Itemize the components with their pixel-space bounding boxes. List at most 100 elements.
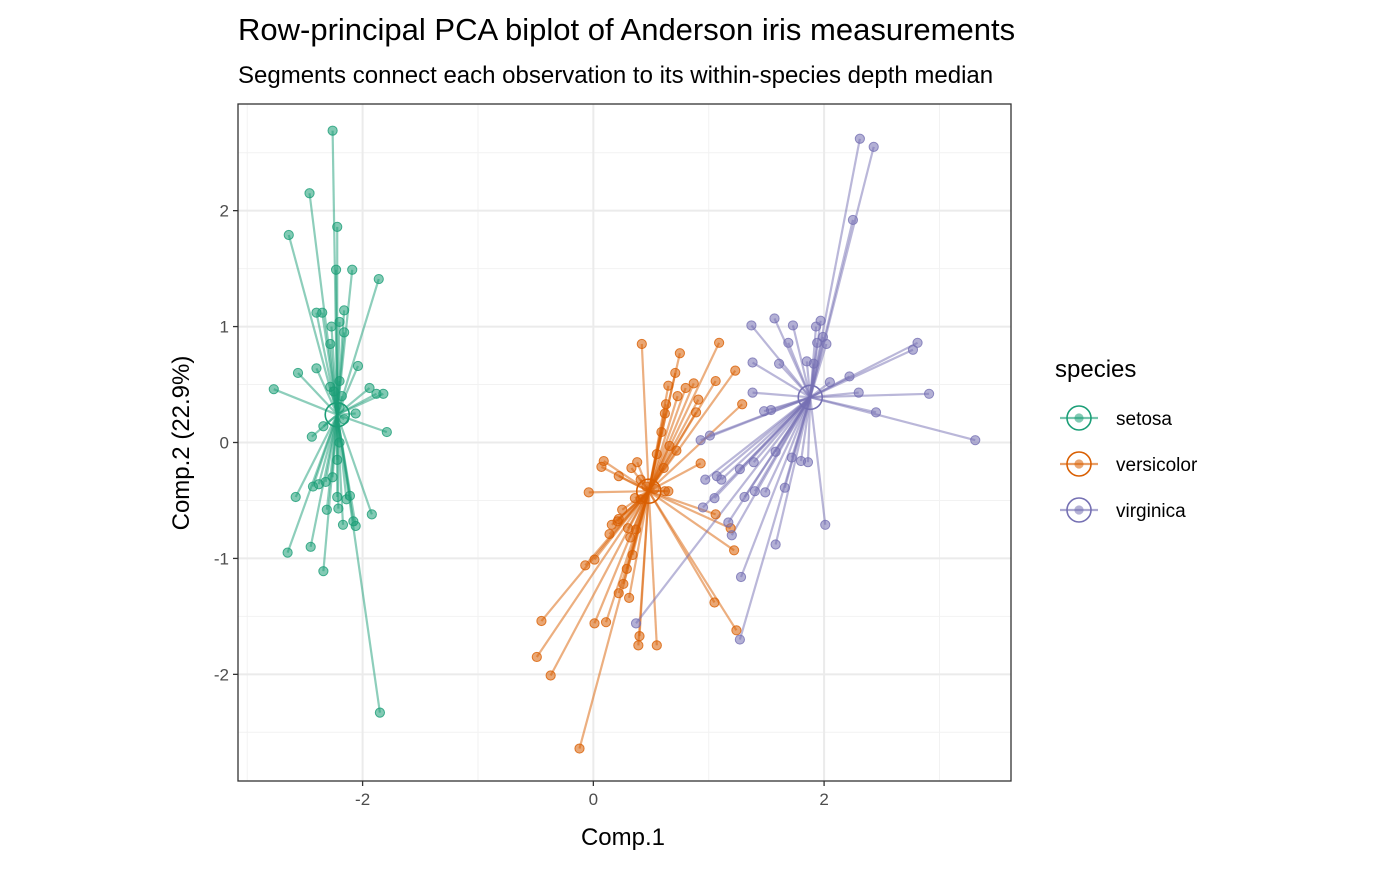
virginica-segment bbox=[727, 396, 812, 524]
versicolor-point bbox=[710, 375, 721, 387]
setosa-point bbox=[283, 229, 294, 241]
setosa-point bbox=[334, 316, 345, 328]
y-tick-label: 0 bbox=[220, 434, 229, 453]
axis-ticks: -2 0 2 -2 -1 0 1 2 bbox=[214, 202, 829, 809]
setosa-point bbox=[364, 382, 375, 394]
virginica-point bbox=[907, 344, 919, 355]
virginica-point bbox=[734, 464, 745, 475]
legend-key-point bbox=[1074, 413, 1084, 423]
versicolor-segment bbox=[628, 490, 650, 599]
legend-item-setosa: setosa bbox=[1060, 405, 1172, 431]
virginica-point bbox=[630, 618, 642, 629]
virginica-point bbox=[695, 435, 706, 446]
versicolor-point bbox=[709, 597, 720, 608]
versicolor-segment bbox=[647, 491, 658, 646]
virginica-point bbox=[779, 482, 790, 493]
legend-key-point bbox=[1074, 459, 1084, 469]
versicolor-point bbox=[671, 445, 682, 456]
setosa-segment bbox=[297, 372, 339, 416]
setosa-point bbox=[292, 367, 304, 379]
virginica-point bbox=[769, 313, 780, 324]
setosa-point bbox=[352, 360, 364, 372]
y-tick-label: -1 bbox=[214, 549, 229, 568]
versicolor-segment bbox=[604, 490, 650, 623]
legend-key-median bbox=[1066, 405, 1092, 431]
versicolor-point bbox=[649, 483, 660, 494]
versicolor-point bbox=[624, 592, 635, 603]
virginica-point bbox=[854, 133, 865, 144]
versicolor-point bbox=[688, 378, 699, 389]
versicolor-point bbox=[660, 399, 672, 410]
versicolor-point bbox=[714, 337, 725, 348]
versicolor-point bbox=[589, 618, 600, 629]
versicolor-point bbox=[625, 532, 636, 543]
versicolor-point bbox=[680, 382, 691, 394]
virginica-segment bbox=[778, 362, 812, 399]
virginica-point bbox=[802, 457, 814, 468]
versicolor-point bbox=[731, 625, 742, 636]
setosa-point bbox=[305, 541, 316, 552]
virginica-segment bbox=[635, 396, 812, 625]
setosa-point bbox=[327, 125, 338, 136]
virginica-segment bbox=[704, 396, 811, 481]
versicolor-point bbox=[663, 380, 674, 391]
versicolor-point bbox=[600, 617, 612, 628]
versicolor-point bbox=[651, 640, 662, 651]
median-segments bbox=[273, 130, 976, 749]
virginica-median-marker bbox=[797, 384, 824, 411]
legend-key-median bbox=[1066, 451, 1092, 477]
setosa-point bbox=[333, 503, 344, 514]
virginica-point bbox=[765, 404, 777, 416]
virginica-point bbox=[970, 435, 981, 446]
virginica-segment bbox=[806, 397, 812, 463]
setosa-point bbox=[326, 321, 337, 332]
versicolor-point bbox=[693, 394, 704, 405]
virginica-segment bbox=[810, 392, 930, 399]
versicolor-point bbox=[674, 348, 685, 359]
versicolor-point bbox=[621, 563, 632, 574]
setosa-segment bbox=[294, 414, 339, 498]
setosa-point bbox=[321, 504, 332, 515]
versicolor-segment bbox=[647, 490, 738, 631]
legend-label: versicolor bbox=[1116, 455, 1198, 476]
setosa-point bbox=[327, 472, 338, 483]
versicolor-point bbox=[729, 545, 740, 556]
y-tick-label: 1 bbox=[220, 318, 229, 337]
versicolor-point bbox=[589, 554, 600, 565]
setosa-point bbox=[290, 491, 301, 503]
setosa-point bbox=[344, 490, 356, 501]
setosa-point bbox=[334, 437, 345, 448]
versicolor-point bbox=[710, 509, 721, 520]
setosa-point bbox=[325, 338, 336, 350]
setosa-point bbox=[339, 327, 350, 338]
virginica-point bbox=[820, 519, 831, 530]
virginica-point bbox=[748, 457, 759, 468]
y-tick-label: 2 bbox=[220, 202, 229, 221]
data-points bbox=[268, 125, 981, 754]
chart-subtitle: Segments connect each observation to its… bbox=[238, 62, 993, 89]
versicolor-segment bbox=[648, 490, 732, 530]
virginica-point bbox=[824, 377, 835, 388]
setosa-point bbox=[347, 264, 358, 275]
versicolor-point bbox=[634, 630, 645, 642]
setosa-segment bbox=[336, 414, 373, 515]
virginica-segment bbox=[764, 396, 812, 493]
x-tick-label: -2 bbox=[355, 790, 370, 809]
virginica-point bbox=[770, 539, 781, 550]
versicolor-point bbox=[737, 399, 748, 410]
virginica-point bbox=[746, 320, 757, 331]
versicolor-point bbox=[626, 462, 637, 474]
versicolor-point bbox=[633, 640, 644, 651]
versicolor-point bbox=[690, 407, 702, 418]
virginica-point bbox=[808, 358, 819, 369]
virginica-point bbox=[844, 371, 855, 382]
versicolor-point bbox=[617, 504, 628, 515]
legend-item-virginica: virginica bbox=[1060, 497, 1186, 523]
versicolor-segment bbox=[647, 395, 679, 492]
setosa-point bbox=[378, 388, 389, 399]
setosa-point bbox=[336, 391, 347, 402]
setosa-point bbox=[304, 188, 315, 199]
setosa-point bbox=[339, 414, 350, 425]
setosa-point bbox=[306, 431, 317, 442]
